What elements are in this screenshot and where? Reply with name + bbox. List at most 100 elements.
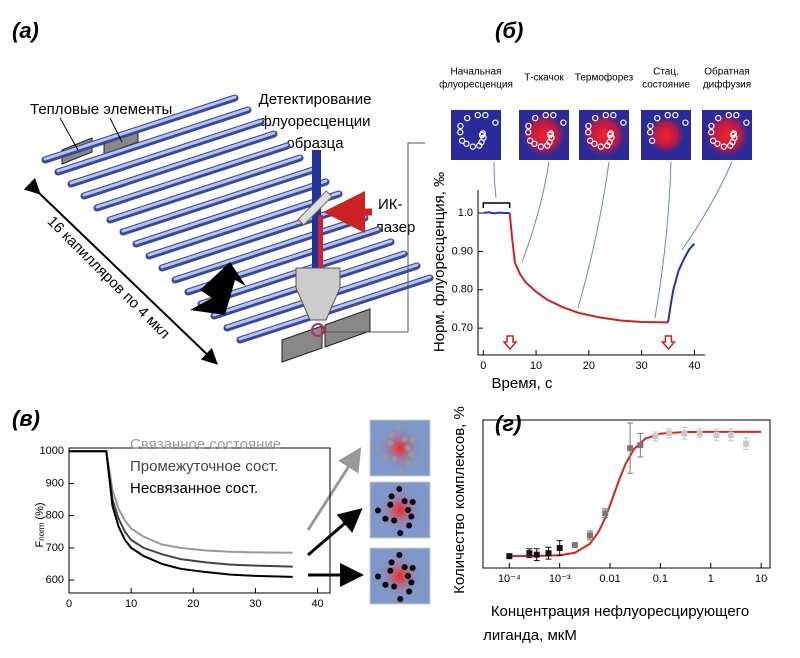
y-axis-label-part: F <box>34 541 46 548</box>
molecule <box>391 455 398 462</box>
stage-label: Стац. <box>653 67 679 78</box>
molecule <box>730 130 738 137</box>
x-tick-label: 0.01 <box>599 573 620 585</box>
molecule <box>387 567 394 574</box>
molecule <box>482 111 489 119</box>
trace <box>69 450 293 578</box>
stage-label: Т-скачок <box>524 73 564 84</box>
mirror <box>297 190 333 226</box>
capillary-glass <box>69 119 263 185</box>
point <box>713 431 720 438</box>
molecule <box>397 595 404 602</box>
molecule <box>620 119 627 126</box>
molecule <box>708 129 715 136</box>
molecule <box>406 522 413 529</box>
x-axis-label: лиганда, мкМ <box>483 627 577 644</box>
arrow <box>307 508 363 557</box>
x-tick-label: 20 <box>583 360 595 372</box>
molecule <box>682 119 689 126</box>
connector <box>325 142 425 333</box>
y-tick-label: 0.80 <box>452 284 473 296</box>
marker <box>502 335 518 351</box>
point <box>526 550 533 557</box>
molecule <box>405 445 411 451</box>
molecule <box>607 130 615 137</box>
molecule <box>720 143 728 150</box>
capillary-glass <box>147 191 341 257</box>
detection-label: флуоресценции <box>259 113 370 130</box>
capillary-glass <box>43 95 237 161</box>
molecule <box>537 143 545 150</box>
point <box>666 430 673 437</box>
y-tick-label: 1.0 <box>458 207 473 219</box>
molecule <box>463 140 470 147</box>
molecule <box>542 111 549 119</box>
molecule <box>387 501 394 508</box>
x-tick-label: 20 <box>187 598 199 610</box>
molecule <box>406 588 413 595</box>
molecule <box>597 143 605 150</box>
molecule <box>591 140 598 147</box>
point <box>587 532 594 539</box>
x-tick-label: 30 <box>249 598 261 610</box>
state-images <box>369 419 431 605</box>
leader <box>59 117 79 151</box>
pointer <box>654 161 672 319</box>
leader <box>109 117 123 143</box>
molecule <box>388 493 395 500</box>
molecule <box>397 529 404 536</box>
legend-entry: Несвязанное сост. <box>130 480 258 497</box>
molecule <box>391 517 398 524</box>
molecule <box>480 134 487 141</box>
stage-label: Термофорез <box>575 72 634 84</box>
arrow <box>306 446 362 531</box>
point <box>627 445 634 452</box>
molecule <box>406 460 413 467</box>
x-tick-label: 30 <box>636 360 648 372</box>
x-tick-label: 1 <box>708 573 714 585</box>
x-axis-label: Время, с <box>492 375 553 392</box>
point <box>533 551 540 558</box>
x-tick-label: 10 <box>755 573 767 585</box>
stage-label: Начальная <box>451 67 502 78</box>
molecule <box>586 137 594 144</box>
molecule <box>382 453 389 460</box>
molecule <box>409 498 416 505</box>
molecule <box>397 467 404 474</box>
molecule <box>492 119 499 126</box>
detection-label: Детектирование <box>259 91 372 108</box>
panel-label: (а) <box>12 18 39 43</box>
molecule <box>387 439 394 446</box>
stage-label: Обратная <box>704 66 750 78</box>
molecule <box>391 583 398 590</box>
point <box>571 542 578 549</box>
point <box>696 430 703 437</box>
molecule <box>457 122 464 130</box>
molecule <box>733 111 740 119</box>
motion-arrow <box>190 262 246 315</box>
state-glow <box>378 554 422 598</box>
stage-glow <box>703 111 751 159</box>
molecule <box>560 119 567 126</box>
x-tick-label: 0.1 <box>653 573 668 585</box>
x-tick-label: 10 <box>530 360 542 372</box>
plot-frame <box>68 447 331 594</box>
point <box>602 510 609 517</box>
molecule <box>531 140 538 147</box>
molecule <box>396 552 403 559</box>
molecule <box>544 142 551 149</box>
stage-glow <box>580 111 628 159</box>
molecule <box>408 513 415 520</box>
capillary-glass <box>82 131 276 197</box>
molecule <box>608 134 615 141</box>
y-tick-label: 600 <box>46 574 64 586</box>
focus-spot <box>311 323 325 337</box>
molecule <box>592 114 599 122</box>
molecule <box>725 111 732 119</box>
x-tick-label: 10⁻³ <box>549 573 571 585</box>
laser-label: ИК- <box>378 196 403 213</box>
molecule <box>388 431 395 438</box>
y-tick-label: 0.70 <box>452 322 473 334</box>
y-tick-label: 900 <box>46 477 64 489</box>
molecule <box>476 142 483 149</box>
